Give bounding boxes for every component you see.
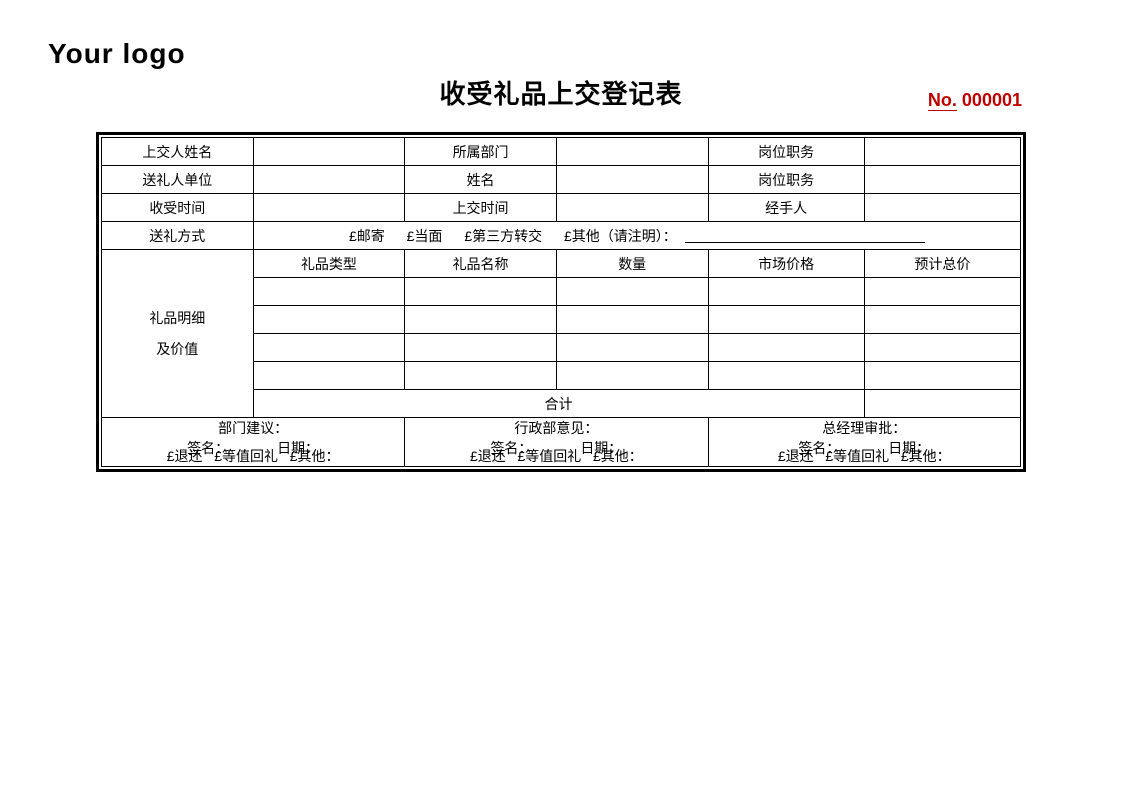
detail-cell[interactable] [708,334,864,362]
label-giver-org: 送礼人单位 [102,166,254,194]
checkbox-icon[interactable]: £ [564,228,572,244]
method-opt-inperson: 当面 [414,228,442,244]
label-gift-method: 送礼方式 [102,222,254,250]
field-department[interactable] [556,138,708,166]
header-gift-name: 礼品名称 [405,250,557,278]
label-submitter-name: 上交人姓名 [102,138,254,166]
field-handler[interactable] [864,194,1020,222]
sign-label: 签名： [798,438,840,458]
field-gift-method[interactable]: £邮寄 £当面 £第三方转交 £其他（请注明）： [253,222,1020,250]
field-giver-name[interactable] [556,166,708,194]
checkbox-icon[interactable]: £ [349,228,357,244]
field-position2[interactable] [864,166,1020,194]
label-position2: 岗位职务 [708,166,864,194]
detail-cell[interactable] [708,362,864,390]
approval-admin-title: 行政部意见： [409,418,703,438]
label-handler: 经手人 [708,194,864,222]
detail-cell[interactable] [556,334,708,362]
approval-dept[interactable]: 部门建议： £退还 £等值回礼 £其他： 签名： 日期： [102,418,405,467]
approval-dept-title: 部门建议： [106,418,400,438]
method-other-input[interactable] [685,227,925,243]
sign-label: 签名： [187,438,229,458]
method-opt-other: 其他（请注明）： [572,228,677,244]
date-label: 日期： [888,438,930,458]
header-market-price: 市场价格 [708,250,864,278]
docno-prefix: No. [928,90,957,111]
detail-cell[interactable] [253,278,405,306]
docno-value: 000001 [962,90,1022,110]
detail-cell[interactable] [708,278,864,306]
field-submit-time[interactable] [556,194,708,222]
method-opt-thirdparty: 第三方转交 [472,228,542,244]
label-position1: 岗位职务 [708,138,864,166]
label-submit-time: 上交时间 [405,194,557,222]
label-department: 所属部门 [405,138,557,166]
header-gift-type: 礼品类型 [253,250,405,278]
header-est-total: 预计总价 [864,250,1020,278]
detail-label-line2: 及价值 [106,334,249,365]
sign-label: 签名： [490,438,532,458]
logo-text: Your logo [48,38,186,70]
field-receive-time[interactable] [253,194,405,222]
field-submitter-name[interactable] [253,138,405,166]
detail-cell[interactable] [405,334,557,362]
method-opt-mail: 邮寄 [357,228,385,244]
approval-gm[interactable]: 总经理审批： £退还 £等值回礼 £其他： 签名： 日期： [708,418,1021,467]
detail-cell[interactable] [708,306,864,334]
detail-cell[interactable] [556,306,708,334]
detail-cell[interactable] [405,306,557,334]
document-number: No. 000001 [928,90,1022,111]
form-outer-border: 上交人姓名 所属部门 岗位职务 送礼人单位 姓名 岗位职务 收受时间 上交时间 [96,132,1026,472]
detail-cell[interactable] [405,278,557,306]
detail-cell[interactable] [864,278,1020,306]
detail-cell[interactable] [864,334,1020,362]
label-gift-details: 礼品明细 及价值 [102,250,254,418]
registration-table: 上交人姓名 所属部门 岗位职务 送礼人单位 姓名 岗位职务 收受时间 上交时间 [101,137,1021,467]
detail-cell[interactable] [864,362,1020,390]
date-label: 日期： [277,438,319,458]
detail-cell[interactable] [864,306,1020,334]
approval-admin[interactable]: 行政部意见： £退还 £等值回礼 £其他： 签名： 日期： [405,418,708,467]
field-giver-org[interactable] [253,166,405,194]
checkbox-icon[interactable]: £ [464,228,472,244]
date-label: 日期： [580,438,622,458]
label-total: 合计 [253,390,864,418]
detail-cell[interactable] [556,278,708,306]
detail-label-line1: 礼品明细 [106,303,249,334]
field-total[interactable] [864,390,1020,418]
header-quantity: 数量 [556,250,708,278]
label-giver-name: 姓名 [405,166,557,194]
detail-cell[interactable] [556,362,708,390]
detail-cell[interactable] [253,362,405,390]
field-position1[interactable] [864,138,1020,166]
detail-cell[interactable] [405,362,557,390]
detail-cell[interactable] [253,334,405,362]
detail-cell[interactable] [253,306,405,334]
label-receive-time: 收受时间 [102,194,254,222]
approval-gm-title: 总经理审批： [713,418,1017,438]
